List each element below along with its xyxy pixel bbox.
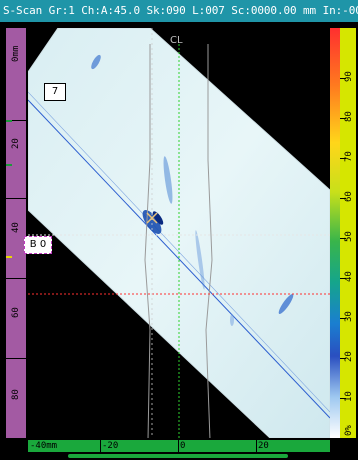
gate-marker	[6, 120, 12, 122]
amp-tick-10: 10	[344, 391, 354, 402]
amplitude-color-palette	[330, 28, 340, 438]
amp-tick-60: 60	[344, 191, 354, 202]
index-ruler[interactable]: -40mm -20 0 20	[28, 440, 330, 452]
amp-tick-40: 40	[344, 271, 354, 282]
index-tick-minus20: -20	[102, 441, 119, 451]
amp-tick-0: 0%	[344, 425, 354, 436]
amp-tick-30: 30	[344, 311, 354, 322]
cursor-marker	[6, 256, 12, 258]
amp-tick-70: 70	[344, 151, 354, 162]
amp-tick-80: 80	[344, 111, 354, 122]
cursor-tag[interactable]: B 0	[24, 236, 52, 254]
depth-ruler[interactable]: 0mm 20 40 60 80	[6, 28, 26, 438]
amplitude-ruler[interactable]: 0% 10 20 30 40 50 60 70 80 90	[340, 28, 356, 438]
index-tick-20: 20	[258, 441, 269, 451]
weld-profile-right	[205, 44, 213, 438]
centerline-label: CL	[170, 35, 183, 46]
gate-label[interactable]: 7	[44, 83, 66, 101]
amp-tick-20: 20	[344, 351, 354, 362]
amp-tick-50: 50	[344, 231, 354, 242]
horizontal-scrollbar[interactable]	[68, 454, 288, 458]
amp-tick-90: 90	[344, 71, 354, 82]
title-bar: S-Scan Gr:1 Ch:A:45.0 Sk:090 L:007 Sc:00…	[0, 0, 358, 22]
beam-reference-line	[28, 99, 330, 419]
index-tick-minus40: -40mm	[30, 441, 58, 451]
weld-profile-left	[144, 44, 151, 438]
index-tick-0: 0	[180, 441, 186, 451]
gate-marker	[6, 164, 12, 166]
